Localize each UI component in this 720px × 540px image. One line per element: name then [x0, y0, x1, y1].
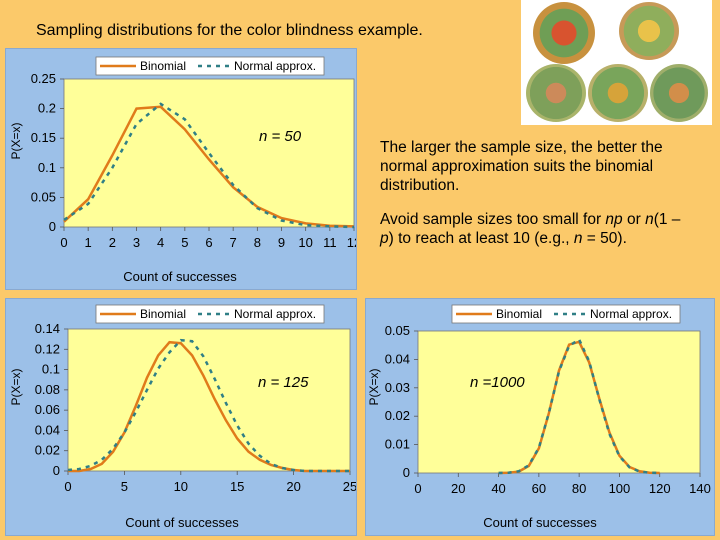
legend-normal-label: Normal approx. [234, 307, 316, 321]
sample-size-label: n =1000 [470, 374, 525, 391]
explanation-text: The larger the sample size, the better t… [380, 138, 690, 263]
y-axis-label: P(X=x) [9, 368, 23, 405]
chart-n1000-panel: 0 0.01 0.02 0.03 0.04 0.05 0 20 40 60 80 100 120 140 B… [365, 298, 715, 536]
normal-approx-series [67, 338, 350, 473]
x-tick-label: 4 [157, 235, 164, 250]
legend-binomial-label: Binomial [140, 307, 186, 321]
y-tick-label: 0.14 [35, 321, 60, 336]
y-tick-label: 0.08 [35, 382, 60, 397]
slide-title: Sampling distributions for the color bli… [36, 22, 423, 39]
x-tick-label: 6 [205, 235, 212, 250]
y-tick-label: 0.01 [385, 437, 410, 452]
binomial-series [63, 105, 355, 228]
y-tick-label: 0.02 [385, 408, 410, 423]
plate-bottom-right [650, 64, 708, 122]
chart-n125: 0 0.02 0.04 0.06 0.08 0.1 0.12 0.14 0 5 10 15 20 25 Bi… [9, 304, 357, 530]
y-tick-label: 0.25 [31, 71, 56, 86]
x-tick-label: 5 [121, 479, 128, 494]
y-tick-label: 0.2 [38, 101, 56, 116]
normal-approx-series [63, 102, 355, 229]
x-tick-label: 20 [451, 481, 465, 496]
paragraph-sample-size: The larger the sample size, the better t… [380, 139, 663, 194]
plate-bottom-middle [588, 64, 648, 122]
y-tick-label: 0.06 [35, 402, 60, 417]
plot-area [417, 330, 701, 474]
x-tick-label: 60 [532, 481, 546, 496]
y-tick-label: 0.12 [35, 341, 60, 356]
y-axis-label: P(X=x) [9, 122, 23, 159]
y-axis-label: P(X=x) [367, 368, 381, 405]
color-blindness-plates-image [521, 0, 712, 125]
x-tick-label: 0 [414, 481, 421, 496]
x-tick-label: 1 [85, 235, 92, 250]
x-tick-label: 140 [689, 481, 711, 496]
x-tick-label: 80 [572, 481, 586, 496]
x-tick-label: 2 [109, 235, 116, 250]
x-tick-label: 3 [133, 235, 140, 250]
x-tick-label: 120 [649, 481, 671, 496]
y-tick-label: 0.05 [31, 189, 56, 204]
chart-n50: 00.050.10.150.20.250123456789101112Binom… [9, 56, 361, 284]
plate-top-right [619, 2, 679, 60]
x-tick-label: 5 [181, 235, 188, 250]
y-tick-label: 0.03 [385, 380, 410, 395]
plate-top-left [533, 2, 595, 64]
chart-n1000: 0 0.01 0.02 0.03 0.04 0.05 0 20 40 60 80 100 120 140 B… [367, 304, 711, 530]
plot-area [63, 78, 355, 228]
x-tick-label: 12 [347, 235, 356, 250]
legend-binomial-label: Binomial [140, 59, 186, 73]
y-tick-label: 0.05 [385, 323, 410, 338]
x-tick-label: 0 [64, 479, 71, 494]
legend-normal-label: Normal approx. [590, 307, 672, 321]
x-tick-label: 100 [609, 481, 631, 496]
y-tick-label: 0.1 [38, 160, 56, 175]
x-axis-label: Count of successes [125, 515, 239, 530]
paragraph-avoid-small-samples: Avoid sample sizes too small for np or n… [380, 211, 681, 247]
legend-binomial-label: Binomial [496, 307, 542, 321]
chart-n50-panel: 00.050.10.150.20.250123456789101112Binom… [5, 48, 361, 290]
plate-bottom-left [526, 64, 586, 122]
normal-approx-series [498, 337, 660, 475]
x-axis-label: Count of successes [483, 515, 597, 530]
chart-n125-panel: 0 0.02 0.04 0.06 0.08 0.1 0.12 0.14 0 5 10 15 20 25 Bi… [5, 298, 357, 536]
x-tick-label: 20 [286, 479, 300, 494]
x-tick-label: 7 [230, 235, 237, 250]
x-tick-label: 25 [343, 479, 356, 494]
legend-normal-label: Normal approx. [234, 59, 316, 73]
y-tick-label: 0.15 [31, 130, 56, 145]
y-tick-label: 0.02 [35, 443, 60, 458]
x-tick-label: 15 [230, 479, 244, 494]
x-axis-label: Count of successes [123, 269, 237, 284]
sample-size-label: n = 50 [259, 128, 302, 145]
x-tick-label: 8 [254, 235, 261, 250]
y-tick-label: 0.1 [42, 362, 60, 377]
x-tick-label: 40 [491, 481, 505, 496]
x-tick-label: 0 [60, 235, 67, 250]
x-tick-label: 10 [174, 479, 188, 494]
y-tick-label: 0 [49, 219, 56, 234]
y-tick-label: 0.04 [35, 422, 60, 437]
y-tick-label: 0.04 [385, 351, 410, 366]
y-tick-label: 0 [53, 463, 60, 478]
y-tick-label: 0 [403, 465, 410, 480]
x-tick-label: 11 [323, 235, 337, 250]
x-tick-label: 9 [278, 235, 285, 250]
x-tick-label: 10 [298, 235, 312, 250]
sample-size-label: n = 125 [258, 374, 309, 391]
